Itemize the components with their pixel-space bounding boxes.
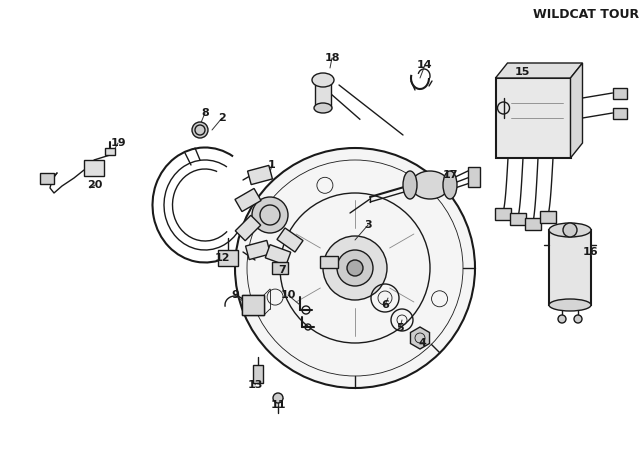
- Text: 6: 6: [381, 300, 389, 310]
- Bar: [525, 218, 541, 230]
- Text: 2: 2: [218, 113, 226, 123]
- Text: WILDCAT TOUR: WILDCAT TOUR: [533, 8, 639, 21]
- Bar: [105, 148, 115, 155]
- Ellipse shape: [443, 171, 457, 199]
- Text: 13: 13: [247, 380, 263, 390]
- Text: 18: 18: [324, 53, 340, 63]
- Ellipse shape: [312, 73, 334, 87]
- Ellipse shape: [549, 223, 591, 237]
- Text: 5: 5: [396, 323, 404, 333]
- Bar: [253, 365, 263, 383]
- Bar: [218, 250, 238, 266]
- Text: 11: 11: [270, 400, 286, 410]
- Bar: [320, 256, 338, 268]
- Bar: [510, 213, 526, 225]
- Text: 19: 19: [110, 138, 126, 148]
- Text: 15: 15: [514, 67, 530, 77]
- Ellipse shape: [314, 103, 332, 113]
- Polygon shape: [277, 228, 303, 252]
- Circle shape: [252, 197, 288, 233]
- Bar: [242, 295, 264, 315]
- Text: 3: 3: [364, 220, 372, 230]
- Bar: [540, 211, 556, 223]
- Ellipse shape: [549, 299, 591, 311]
- Circle shape: [235, 148, 475, 388]
- Circle shape: [192, 122, 208, 138]
- Polygon shape: [235, 215, 261, 241]
- Polygon shape: [247, 165, 272, 185]
- Polygon shape: [245, 240, 270, 260]
- Bar: [549, 230, 591, 305]
- Bar: [84, 160, 104, 176]
- Bar: [495, 78, 571, 158]
- Ellipse shape: [403, 171, 417, 199]
- Circle shape: [323, 236, 387, 300]
- Text: 1: 1: [268, 160, 276, 170]
- Circle shape: [337, 250, 373, 286]
- Bar: [242, 295, 264, 315]
- Ellipse shape: [411, 171, 449, 199]
- Text: 14: 14: [417, 60, 433, 70]
- Bar: [315, 80, 331, 108]
- Text: 16: 16: [583, 247, 599, 257]
- Polygon shape: [495, 63, 583, 78]
- Circle shape: [558, 315, 566, 323]
- Text: 12: 12: [214, 253, 230, 263]
- Circle shape: [273, 393, 283, 403]
- Bar: [468, 167, 480, 187]
- Circle shape: [347, 260, 363, 276]
- Text: 7: 7: [278, 265, 286, 275]
- Text: 10: 10: [281, 290, 296, 300]
- Text: 17: 17: [442, 170, 458, 180]
- Text: 8: 8: [201, 108, 209, 118]
- Text: 9: 9: [231, 290, 239, 300]
- Text: 4: 4: [418, 338, 426, 348]
- Bar: [613, 88, 626, 99]
- Bar: [613, 108, 626, 119]
- Polygon shape: [265, 245, 291, 266]
- Text: 20: 20: [88, 180, 103, 190]
- Circle shape: [563, 223, 577, 237]
- Bar: [40, 173, 54, 184]
- Polygon shape: [410, 327, 429, 349]
- Polygon shape: [571, 63, 583, 158]
- Circle shape: [574, 315, 582, 323]
- Bar: [495, 208, 511, 220]
- Polygon shape: [235, 189, 261, 211]
- Bar: [272, 262, 288, 274]
